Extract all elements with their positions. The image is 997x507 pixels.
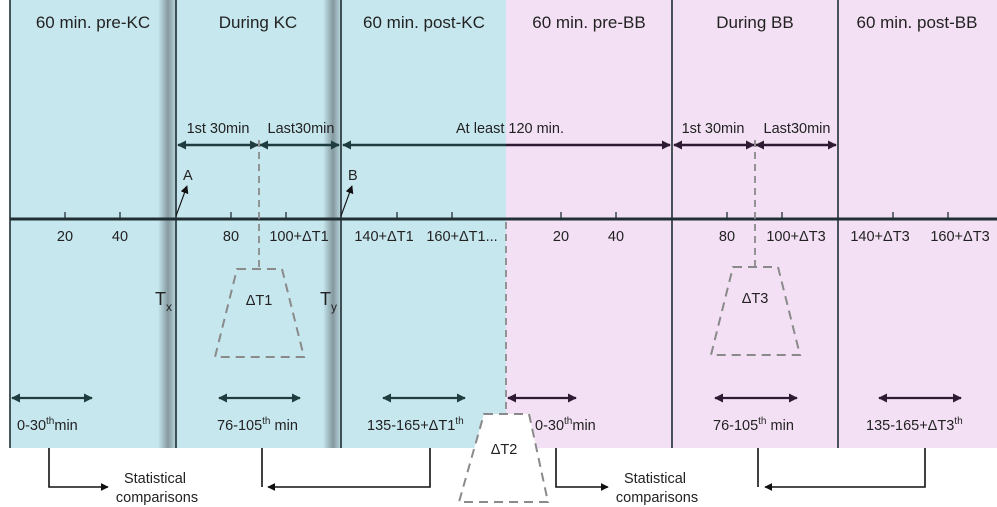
phase-header-pre-bb: 60 min. pre-BB: [532, 13, 645, 32]
phase-header-post-bb: 60 min. post-BB: [857, 13, 978, 32]
dt2-label: ΔT2: [491, 442, 518, 458]
tick-label: 40: [112, 229, 128, 245]
comparison-bracket-left-a: [48, 448, 109, 491]
kc-background: [10, 0, 506, 448]
window-label-post-kc: 135-165+ΔT1th: [367, 416, 464, 434]
bb-first-30-label: 1st 30min: [682, 121, 745, 137]
tick-label: 80: [719, 229, 735, 245]
bb-background: [506, 0, 997, 448]
window-label-during-bb: 76-105th min: [713, 416, 794, 434]
tick-label: 160+ΔT3: [930, 229, 989, 245]
tick-label: 20: [57, 229, 73, 245]
comparison-label-left: Statistical comparisons: [116, 471, 198, 506]
kc-end-shade: [323, 0, 343, 448]
marker-b-label: B: [348, 168, 358, 184]
tick-label: 100+ΔT1: [269, 229, 328, 245]
tick-label: 80: [223, 229, 239, 245]
comparison-bracket-right-c: [764, 448, 926, 491]
kc-start-shade: [158, 0, 178, 448]
tick-label: 40: [608, 229, 624, 245]
marker-b-arrow: [340, 185, 354, 217]
bb-last-30-label: Last30min: [764, 121, 831, 137]
comparison-label-right: Statistical comparisons: [616, 471, 698, 506]
window-label-pre-kc: 0-30thmin: [17, 416, 78, 434]
window-label-post-bb: 135-165+ΔT3th: [866, 416, 963, 434]
ty-marker: Ty: [320, 289, 337, 314]
marker-a-arrow: [175, 185, 189, 217]
phase-header-during-bb: During BB: [716, 13, 793, 32]
comparison-bracket-right-a: [555, 448, 609, 491]
kc-first-30-label: 1st 30min: [187, 121, 250, 137]
tick-label: 160+ΔT1...: [426, 229, 497, 245]
dt3-trapezoid: [709, 266, 802, 356]
window-label-during-kc: 76-105th min: [217, 416, 298, 434]
tick-label: 140+ΔT1: [354, 229, 413, 245]
comparison-bracket-left-c: [267, 448, 431, 491]
gap-label: At least 120 min.: [456, 121, 564, 137]
kc-last-30-label: Last30min: [268, 121, 335, 137]
phase-header-post-kc: 60 min. post-KC: [363, 13, 485, 32]
dt1-trapezoid: [213, 268, 306, 358]
tick-label: 140+ΔT3: [850, 229, 909, 245]
marker-a-label: A: [183, 168, 193, 184]
phase-header-pre-kc: 60 min. pre-KC: [36, 13, 150, 32]
tick-label: 20: [553, 229, 569, 245]
phase-header-during-kc: During KC: [219, 13, 297, 32]
dt2-trapezoid: [457, 413, 550, 503]
tx-marker: Tx: [155, 289, 172, 314]
tick-label: 100+ΔT3: [766, 229, 825, 245]
dt1-label: ΔT1: [246, 293, 273, 309]
window-label-pre-bb: 0-30thmin: [535, 416, 596, 434]
dt3-label: ΔT3: [742, 291, 769, 307]
